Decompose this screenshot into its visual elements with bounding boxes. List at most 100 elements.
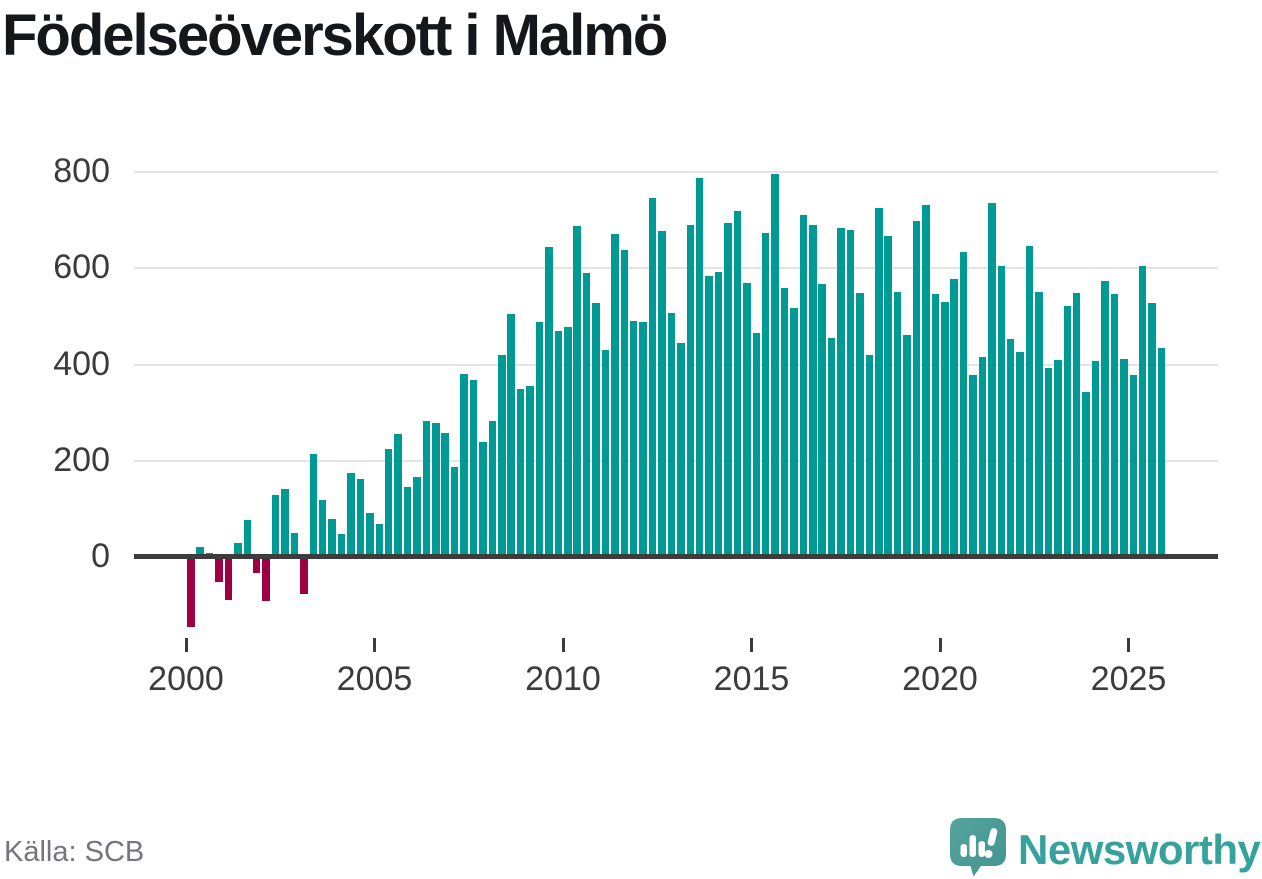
bar [629, 321, 638, 557]
logo-text: Newsworthy [1018, 825, 1261, 873]
bar [771, 174, 779, 557]
bar [752, 333, 760, 557]
bar [1006, 339, 1015, 557]
bar [865, 354, 874, 557]
bar [620, 250, 629, 557]
gridline [134, 459, 1218, 462]
bar [498, 354, 506, 557]
x-axis-tick [1127, 638, 1130, 652]
x-axis-tick [561, 638, 565, 652]
bar [1054, 360, 1062, 557]
bar [384, 449, 393, 557]
bar [827, 337, 836, 557]
bar [809, 224, 817, 557]
bar [432, 422, 440, 557]
bar [592, 302, 600, 557]
bar [1101, 281, 1109, 557]
bar [705, 275, 713, 557]
bar [488, 420, 497, 557]
bar [1035, 292, 1043, 557]
bar [922, 204, 930, 557]
bar [554, 331, 563, 557]
bar [252, 557, 261, 573]
bar [903, 334, 911, 557]
bar [271, 495, 280, 557]
bar [1044, 368, 1053, 557]
bar [639, 322, 647, 557]
bar [978, 356, 987, 557]
bar [516, 388, 525, 557]
bar [997, 265, 1006, 557]
bar [281, 488, 289, 557]
bar [1025, 245, 1034, 557]
bar [733, 210, 742, 557]
bar [950, 278, 958, 557]
bar [582, 273, 591, 557]
bar [959, 252, 968, 557]
bar [1148, 302, 1156, 557]
bar [1129, 375, 1137, 557]
bar [941, 301, 949, 557]
bar [441, 433, 449, 557]
bar [1091, 361, 1100, 557]
bar [224, 557, 233, 600]
bar [403, 486, 412, 557]
x-axis-tick [184, 638, 188, 652]
newsworthy-logo: Newsworthy [948, 816, 1261, 879]
y-axis-label: 0 [91, 537, 110, 575]
x-axis-label: 2000 [148, 660, 224, 698]
bar [309, 453, 318, 557]
bar [893, 292, 902, 557]
newsworthy-speech-bubble-chart-icon [948, 816, 1008, 879]
bar [347, 472, 355, 557]
x-axis-label: 2025 [1090, 660, 1167, 698]
bar [714, 272, 723, 557]
bar [526, 386, 534, 557]
bar [564, 327, 572, 557]
bar [761, 232, 770, 557]
bar [243, 519, 252, 557]
bar [215, 557, 223, 583]
bar [187, 557, 195, 627]
bar [450, 467, 459, 557]
x-axis-label: 2020 [902, 660, 978, 698]
bar [328, 518, 336, 557]
bar [366, 513, 374, 557]
bar [479, 441, 487, 557]
bar [507, 313, 515, 557]
bar [1016, 352, 1024, 557]
bar [743, 282, 751, 557]
bar [875, 208, 883, 557]
bar [290, 532, 299, 557]
bar [790, 308, 798, 557]
y-axis-label: 400 [53, 344, 110, 383]
bar [1138, 266, 1147, 557]
x-axis-tick [750, 638, 753, 652]
gridline [134, 363, 1218, 366]
bar [658, 230, 666, 557]
bar [573, 226, 581, 557]
bar [677, 343, 685, 557]
bar [969, 374, 977, 557]
x-axis-tick [373, 638, 376, 652]
gridline [134, 171, 1218, 173]
bar [856, 292, 864, 557]
bar [846, 229, 855, 557]
bar [234, 543, 242, 557]
page-title: Födelseöverskott i Malmö [2, 3, 668, 68]
bar [601, 350, 610, 557]
y-axis-label: 200 [53, 440, 110, 479]
bar [262, 557, 270, 601]
bar [422, 420, 431, 557]
bar [469, 379, 478, 557]
bar [611, 233, 619, 557]
bar [1110, 294, 1119, 557]
bar [686, 225, 695, 557]
bar [799, 215, 808, 557]
x-axis-label: 2010 [525, 660, 601, 698]
bar [648, 198, 657, 557]
bar [1063, 306, 1072, 557]
bar [1082, 391, 1090, 557]
bar [337, 533, 346, 557]
gridline [134, 267, 1218, 270]
